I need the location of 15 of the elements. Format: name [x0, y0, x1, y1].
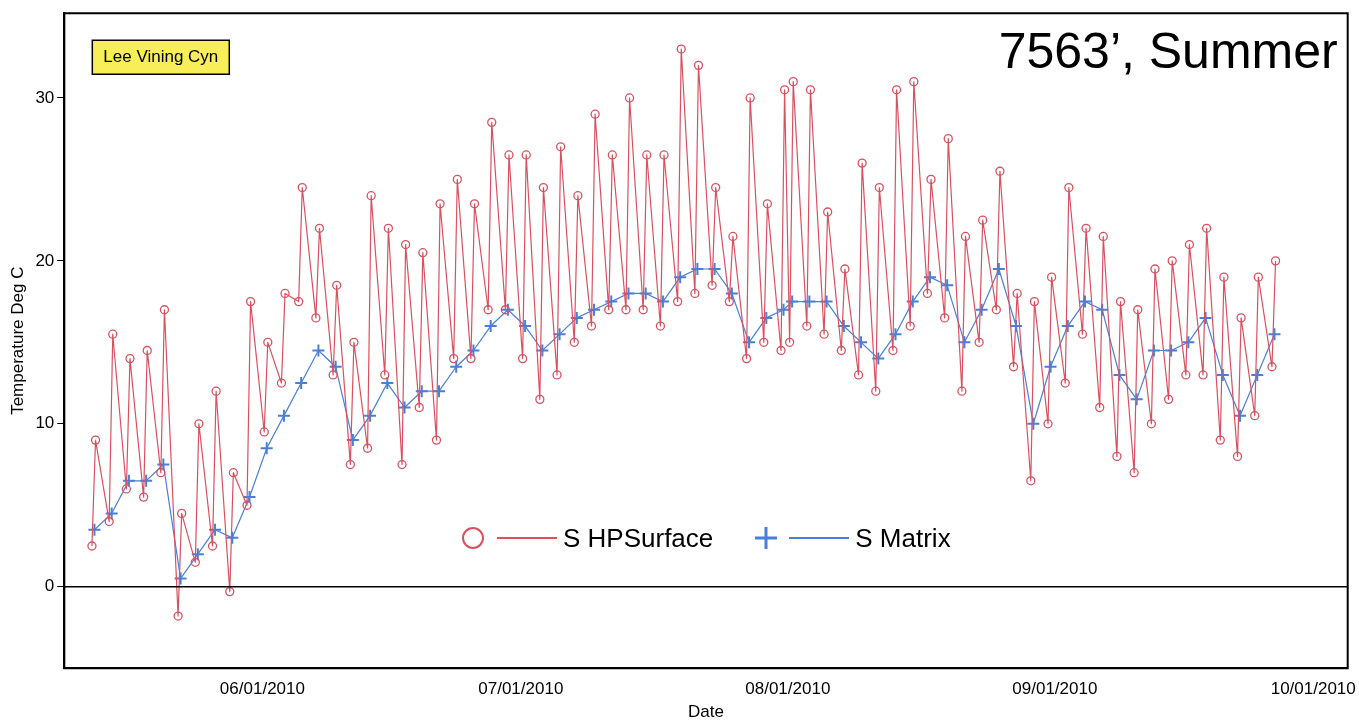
x-tick-label: 09/01/2010: [1012, 679, 1098, 699]
x-tick-label: 06/01/2010: [219, 679, 305, 699]
legend-label: S HPSurface: [563, 522, 714, 554]
annotation: Lee Vining Cyn: [103, 46, 219, 66]
x-tick-label: 10/01/2010: [1270, 679, 1356, 699]
y-axis-title: Temperature Deg C: [7, 266, 27, 415]
chart-title: 7563’, Summer: [998, 22, 1338, 79]
x-tick-label: 07/01/2010: [478, 679, 564, 699]
x-tick-label: 08/01/2010: [745, 679, 831, 699]
y-tick-label: 30: [35, 87, 55, 107]
x-axis-title: Date: [688, 702, 724, 722]
legend-label: S Matrix: [855, 522, 951, 554]
y-tick-label: 10: [35, 413, 55, 433]
y-tick-label: 20: [35, 250, 55, 270]
y-tick-label: 0: [44, 576, 55, 596]
